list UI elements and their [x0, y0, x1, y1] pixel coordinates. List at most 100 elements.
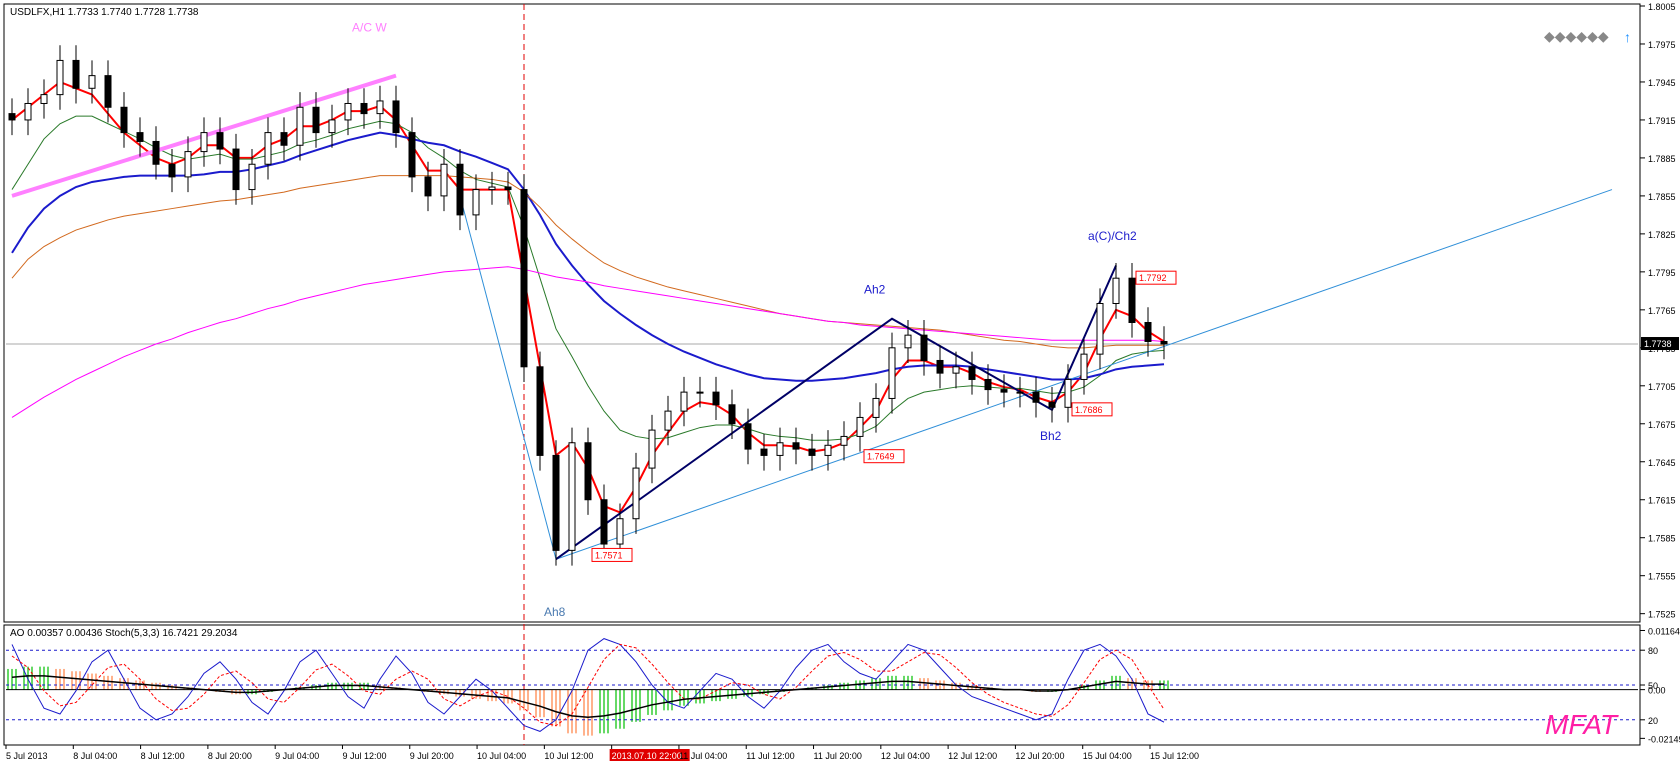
- candle-body: [1048, 401, 1056, 408]
- price-label-box: [591, 547, 633, 562]
- y-tick-label: 1.7645: [1648, 458, 1676, 468]
- ma-line-ma_magenta: [11, 266, 1165, 418]
- candle-body: [456, 163, 464, 216]
- candle-body: [680, 391, 688, 412]
- candle-body: [792, 442, 800, 450]
- x-tick-label: 11 Jul 04:00: [679, 751, 727, 761]
- x-tick-label: 9 Jul 12:00: [342, 751, 386, 761]
- x-tick-label: 2013.07.10 22:00: [612, 751, 682, 761]
- sub-y-tick-label: 20: [1648, 716, 1658, 726]
- y-tick-label: 1.7795: [1648, 268, 1676, 278]
- price-label: 1.7686: [1075, 405, 1103, 415]
- candle-body: [152, 140, 160, 165]
- wave-annotation: a(C)/Ch2: [1088, 229, 1137, 243]
- sub-y-tick-label: 0.00: [1648, 686, 1666, 696]
- candle-body: [776, 442, 784, 456]
- indicator-header: AO 0.00357 0.00436 Stoch(5,3,3) 16.7421 …: [10, 628, 238, 639]
- sub-y-tick-label: 80: [1648, 646, 1658, 656]
- candle-body: [552, 454, 560, 551]
- trendline-lightblue: [459, 195, 557, 560]
- candle-body: [200, 132, 208, 153]
- candle-body: [888, 347, 896, 399]
- candle-body: [1032, 391, 1040, 403]
- stoch-d-line: [11, 643, 1165, 727]
- candle-body: [760, 448, 768, 456]
- candle-body: [1160, 340, 1168, 345]
- current-price-label: 1.7738: [1644, 339, 1672, 349]
- price-label: 1.7649: [867, 452, 895, 462]
- candle-body: [1112, 277, 1120, 305]
- candle-body: [952, 366, 960, 374]
- candle-body: [504, 186, 512, 191]
- y-tick-label: 1.7945: [1648, 78, 1676, 88]
- candle-body: [632, 467, 640, 520]
- x-tick-label: 15 Jul 04:00: [1083, 751, 1132, 761]
- candle-body: [280, 132, 288, 146]
- candle-body: [88, 75, 96, 89]
- candle-body: [648, 429, 656, 469]
- x-tick-label: 8 Jul 12:00: [141, 751, 185, 761]
- candle-body: [424, 176, 432, 197]
- chart-tool-icons[interactable]: ◆◆◆◆◆◆ ↑: [1544, 28, 1631, 45]
- symbol-header: USDLFX,H1 1.7733 1.7740 1.7728 1.7738: [10, 7, 199, 18]
- candle-body: [1080, 353, 1088, 380]
- candle-body: [1000, 389, 1008, 393]
- ma-line-ma_orange: [11, 175, 1164, 349]
- x-tick-label: 10 Jul 04:00: [477, 751, 526, 761]
- price-label: 1.7571: [595, 550, 623, 560]
- candle-body: [232, 148, 240, 191]
- candle-body: [824, 444, 832, 456]
- y-tick-label: 1.7525: [1648, 610, 1676, 620]
- candle-body: [40, 94, 48, 104]
- y-tick-label: 1.7825: [1648, 230, 1676, 240]
- candle-body: [104, 75, 112, 108]
- candle-body: [968, 366, 976, 380]
- x-tick-label: 11 Jul 12:00: [746, 751, 794, 761]
- candle-body: [440, 163, 448, 197]
- y-tick-label: 1.7675: [1648, 420, 1676, 430]
- candle-body: [536, 366, 544, 456]
- y-tick-label: 1.7555: [1648, 572, 1676, 582]
- sub-y-tick-label: 0.01164: [1648, 626, 1680, 636]
- candle-body: [584, 442, 592, 501]
- candle-body: [312, 106, 320, 134]
- main-plot: A/C W Ah2 a(C)/Ch2 Bh2 Ah8 1.7792 1.7686 1.7649…: [6, 4, 1638, 745]
- candle-body: [472, 189, 480, 216]
- candle-body: [696, 391, 704, 394]
- candle-body: [936, 359, 944, 374]
- candle-body: [1064, 378, 1072, 408]
- x-tick-label: 10 Jul 12:00: [544, 751, 593, 761]
- candle-body: [72, 59, 80, 89]
- wave-annotation: A/C W: [352, 20, 387, 34]
- candle-body: [1144, 321, 1152, 342]
- wave-annotation: Ah2: [864, 282, 886, 296]
- candle-body: [872, 397, 880, 418]
- ao-signal-line: [11, 675, 1164, 718]
- x-tick-label: 9 Jul 04:00: [275, 751, 319, 761]
- candle-body: [8, 113, 16, 121]
- x-tick-label: 8 Jul 04:00: [73, 751, 117, 761]
- x-tick-label: 5 Jul 2013: [6, 751, 48, 761]
- y-tick-label: 1.7855: [1648, 192, 1676, 202]
- candle-body: [568, 442, 576, 551]
- candle-body: [1096, 303, 1104, 355]
- candle-body: [1016, 391, 1024, 394]
- sub-y-tick-label: -0.02149: [1648, 734, 1680, 744]
- y-tick-label: 1.7615: [1648, 496, 1676, 506]
- price-label-box: [1071, 402, 1113, 417]
- y-tick-label: 1.7705: [1648, 382, 1676, 392]
- candle-body: [248, 163, 256, 191]
- x-tick-label: 12 Jul 04:00: [881, 751, 930, 761]
- candle-body: [488, 186, 496, 191]
- candle-body: [808, 448, 816, 456]
- sub-y-tick-label: 50: [1648, 681, 1658, 691]
- candle-body: [616, 518, 624, 545]
- candle-body: [712, 391, 720, 406]
- candle-body: [56, 59, 64, 96]
- candle-body: [520, 189, 528, 368]
- y-tick-label: 1.7765: [1648, 306, 1676, 316]
- candle-body: [600, 499, 608, 545]
- candle-body: [904, 334, 912, 349]
